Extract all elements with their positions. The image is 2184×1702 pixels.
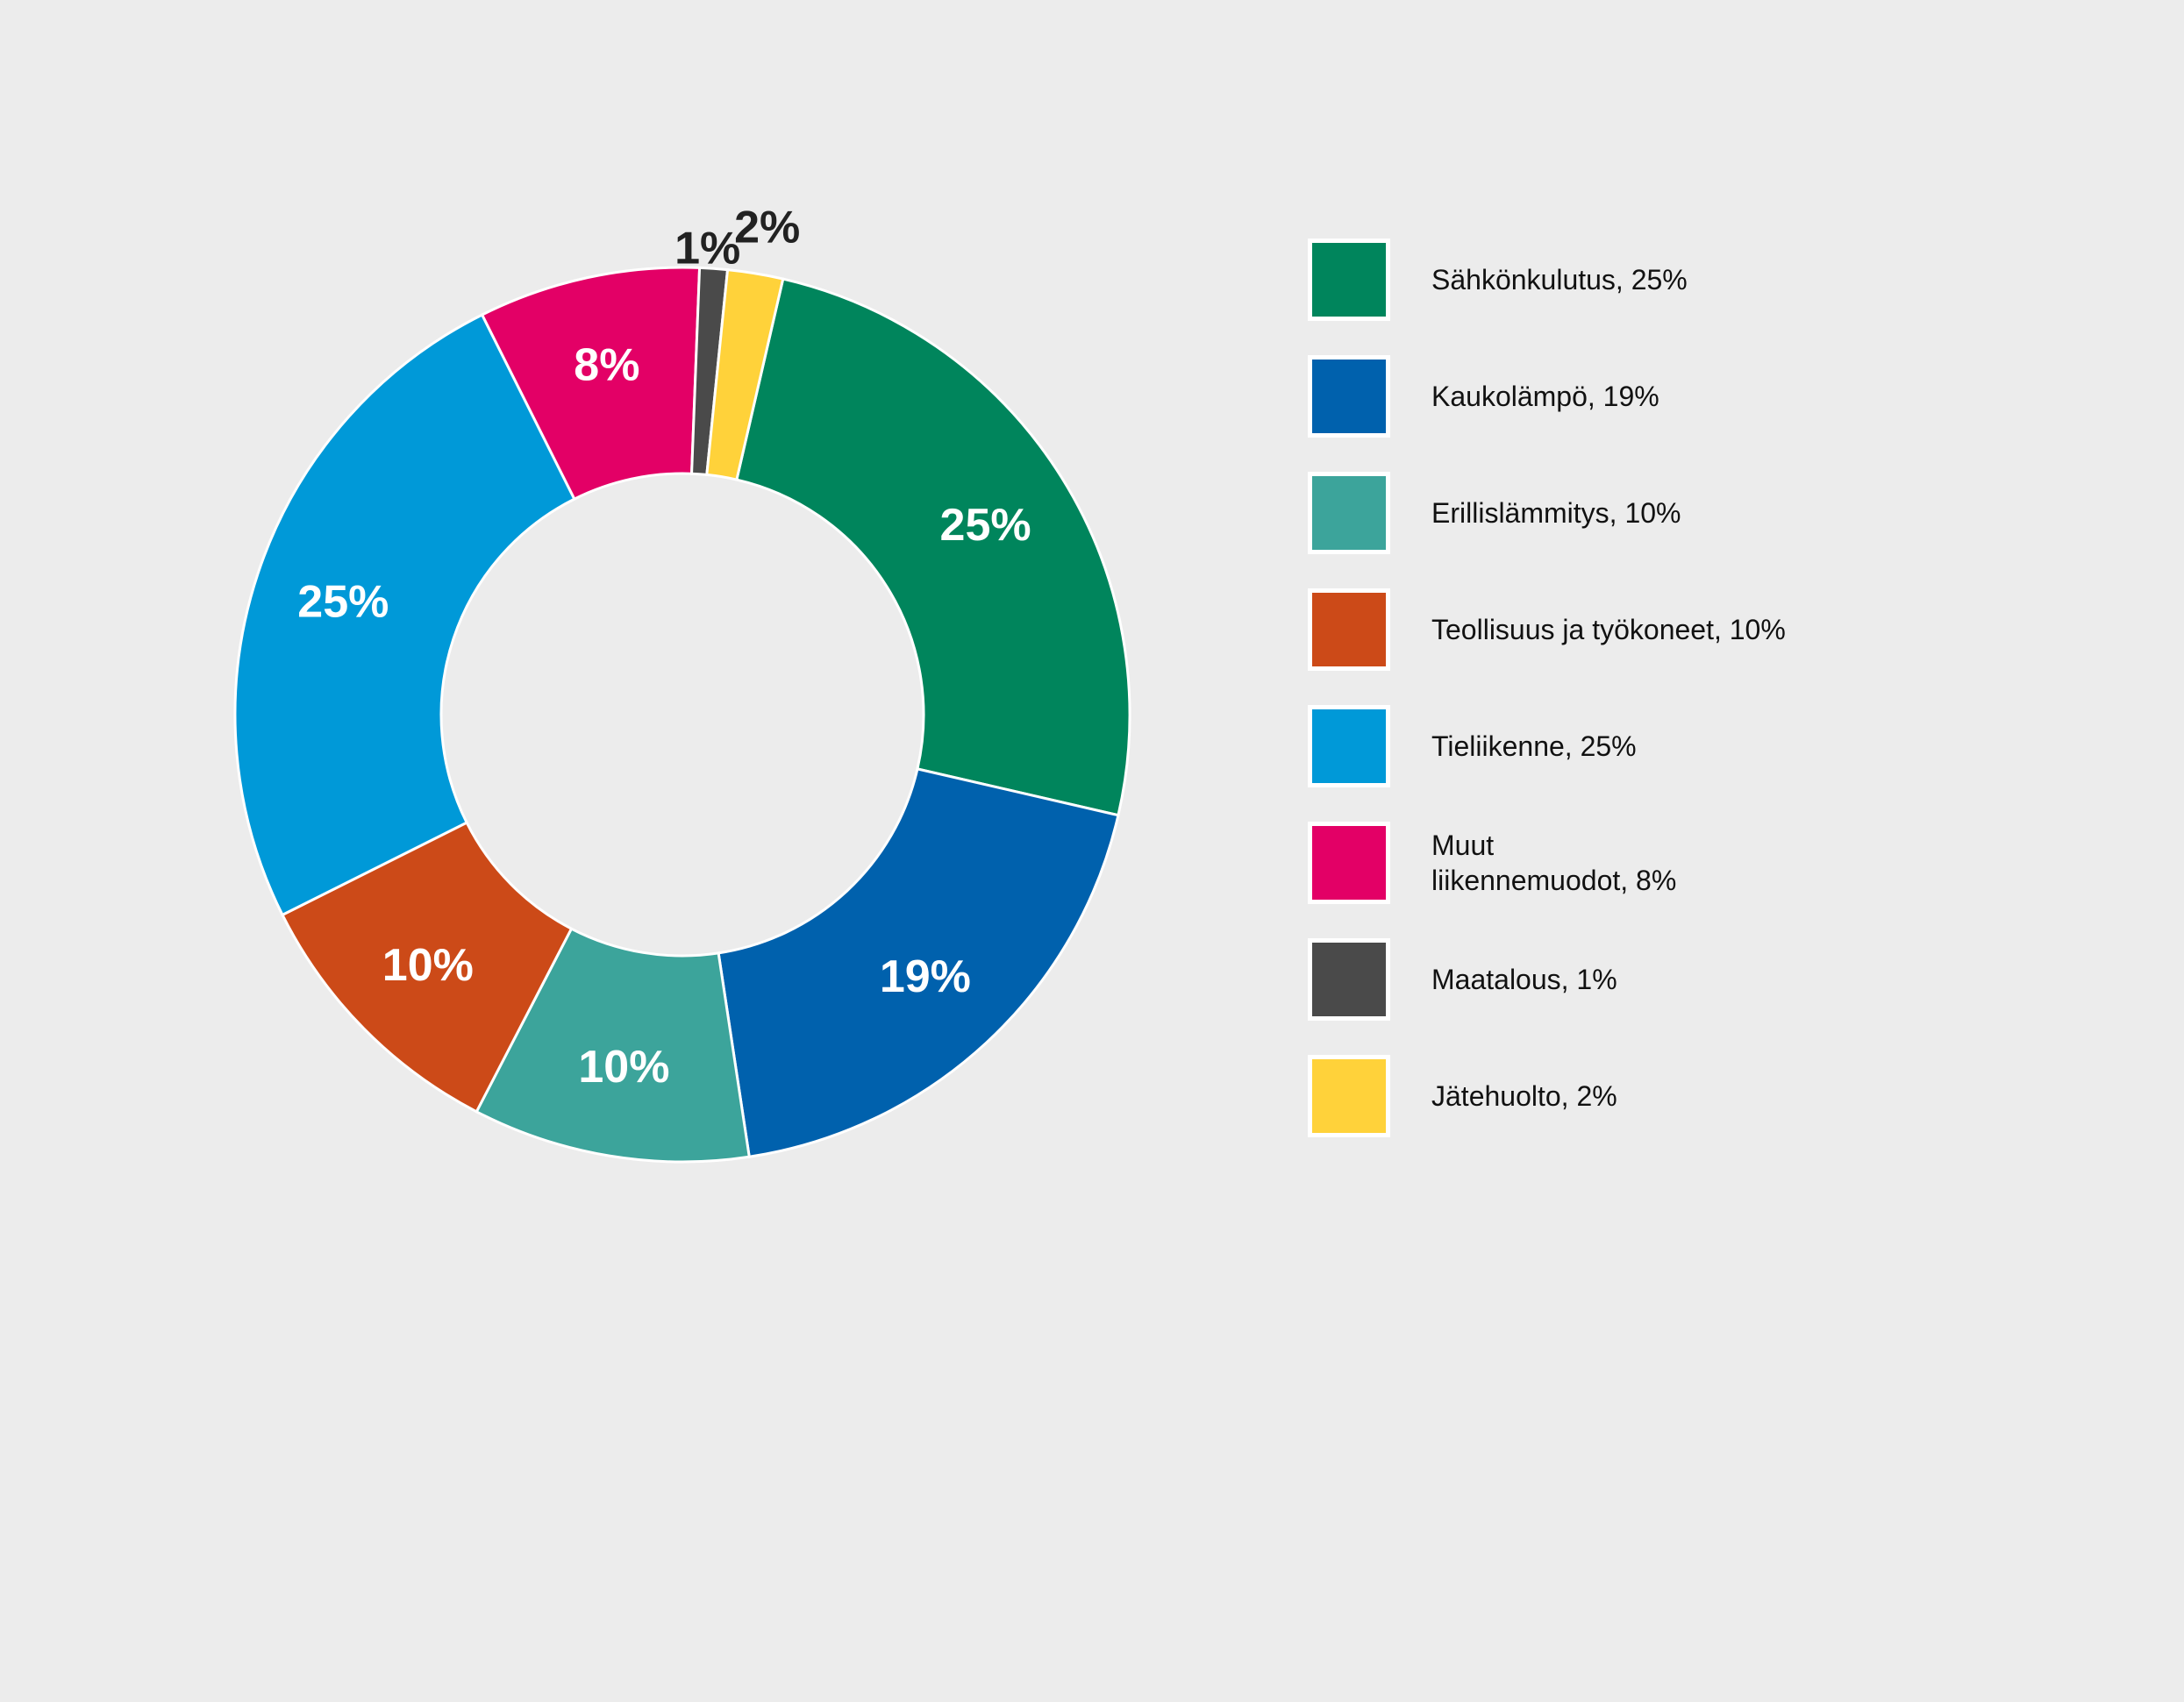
donut-slice-1: [717, 767, 1120, 1158]
legend-swatch: [1308, 239, 1390, 321]
legend-item: Kaukolämpö, 19%: [1308, 355, 2141, 472]
legend-swatch: [1308, 355, 1390, 438]
donut-slice-3: [280, 821, 574, 1114]
legend-item: Teollisuus ja työkoneet, 10%: [1308, 588, 2141, 705]
legend-swatch: [1308, 822, 1390, 904]
legend-label: Muut liikennemuodot, 8%: [1431, 830, 1677, 896]
legend-swatch: [1308, 588, 1390, 671]
slice-value-label-6: 1%: [674, 223, 740, 274]
legend-swatch: [1308, 472, 1390, 554]
donut-slice-0: [735, 277, 1131, 817]
legend-label: Tieliikenne, 25%: [1431, 730, 1637, 762]
slice-value-label-3: 10%: [382, 940, 474, 991]
legend-label: Teollisuus ja työkoneet, 10%: [1431, 614, 1786, 645]
legend-label: Erillislämmitys, 10%: [1431, 497, 1681, 529]
slice-value-label-5: 8%: [574, 340, 639, 391]
legend-swatch: [1308, 1055, 1390, 1137]
legend-label: Maatalous, 1%: [1431, 964, 1617, 995]
slice-value-label-1: 19%: [880, 951, 971, 1002]
donut-slice-4: [233, 312, 576, 917]
slice-value-label-2: 10%: [578, 1042, 669, 1093]
slice-value-label-7: 2%: [734, 202, 800, 253]
chart-value-labels: 25% 19% 10% 10% 25% 8% 1%2%: [297, 202, 1031, 1093]
slice-value-label-0: 25%: [940, 500, 1031, 551]
legend-item: Erillislämmitys, 10%: [1308, 472, 2141, 588]
legend-item: Jätehuolto, 2%: [1308, 1055, 2141, 1171]
legend-swatch: [1308, 705, 1390, 787]
legend-item: Tieliikenne, 25%: [1308, 705, 2141, 822]
chart-legend: Sähkönkulutus, 25% Kaukolämpö, 19% Erillis…: [1308, 239, 2141, 1171]
legend-item: Maatalous, 1%: [1308, 938, 2141, 1055]
donut-slice-2: [475, 927, 751, 1164]
chart-slices: [233, 266, 1131, 1164]
legend-label: Kaukolämpö, 19%: [1431, 381, 1659, 412]
legend-label: Sähkönkulutus, 25%: [1431, 264, 1688, 296]
donut-slice-7: [705, 267, 785, 481]
legend-label: Jätehuolto, 2%: [1431, 1080, 1617, 1112]
legend-item: Muut liikennemuodot, 8%: [1308, 822, 2141, 938]
legend-swatch: [1308, 938, 1390, 1021]
slice-value-label-4: 25%: [297, 576, 389, 627]
legend-item: Sähkönkulutus, 25%: [1308, 239, 2141, 355]
